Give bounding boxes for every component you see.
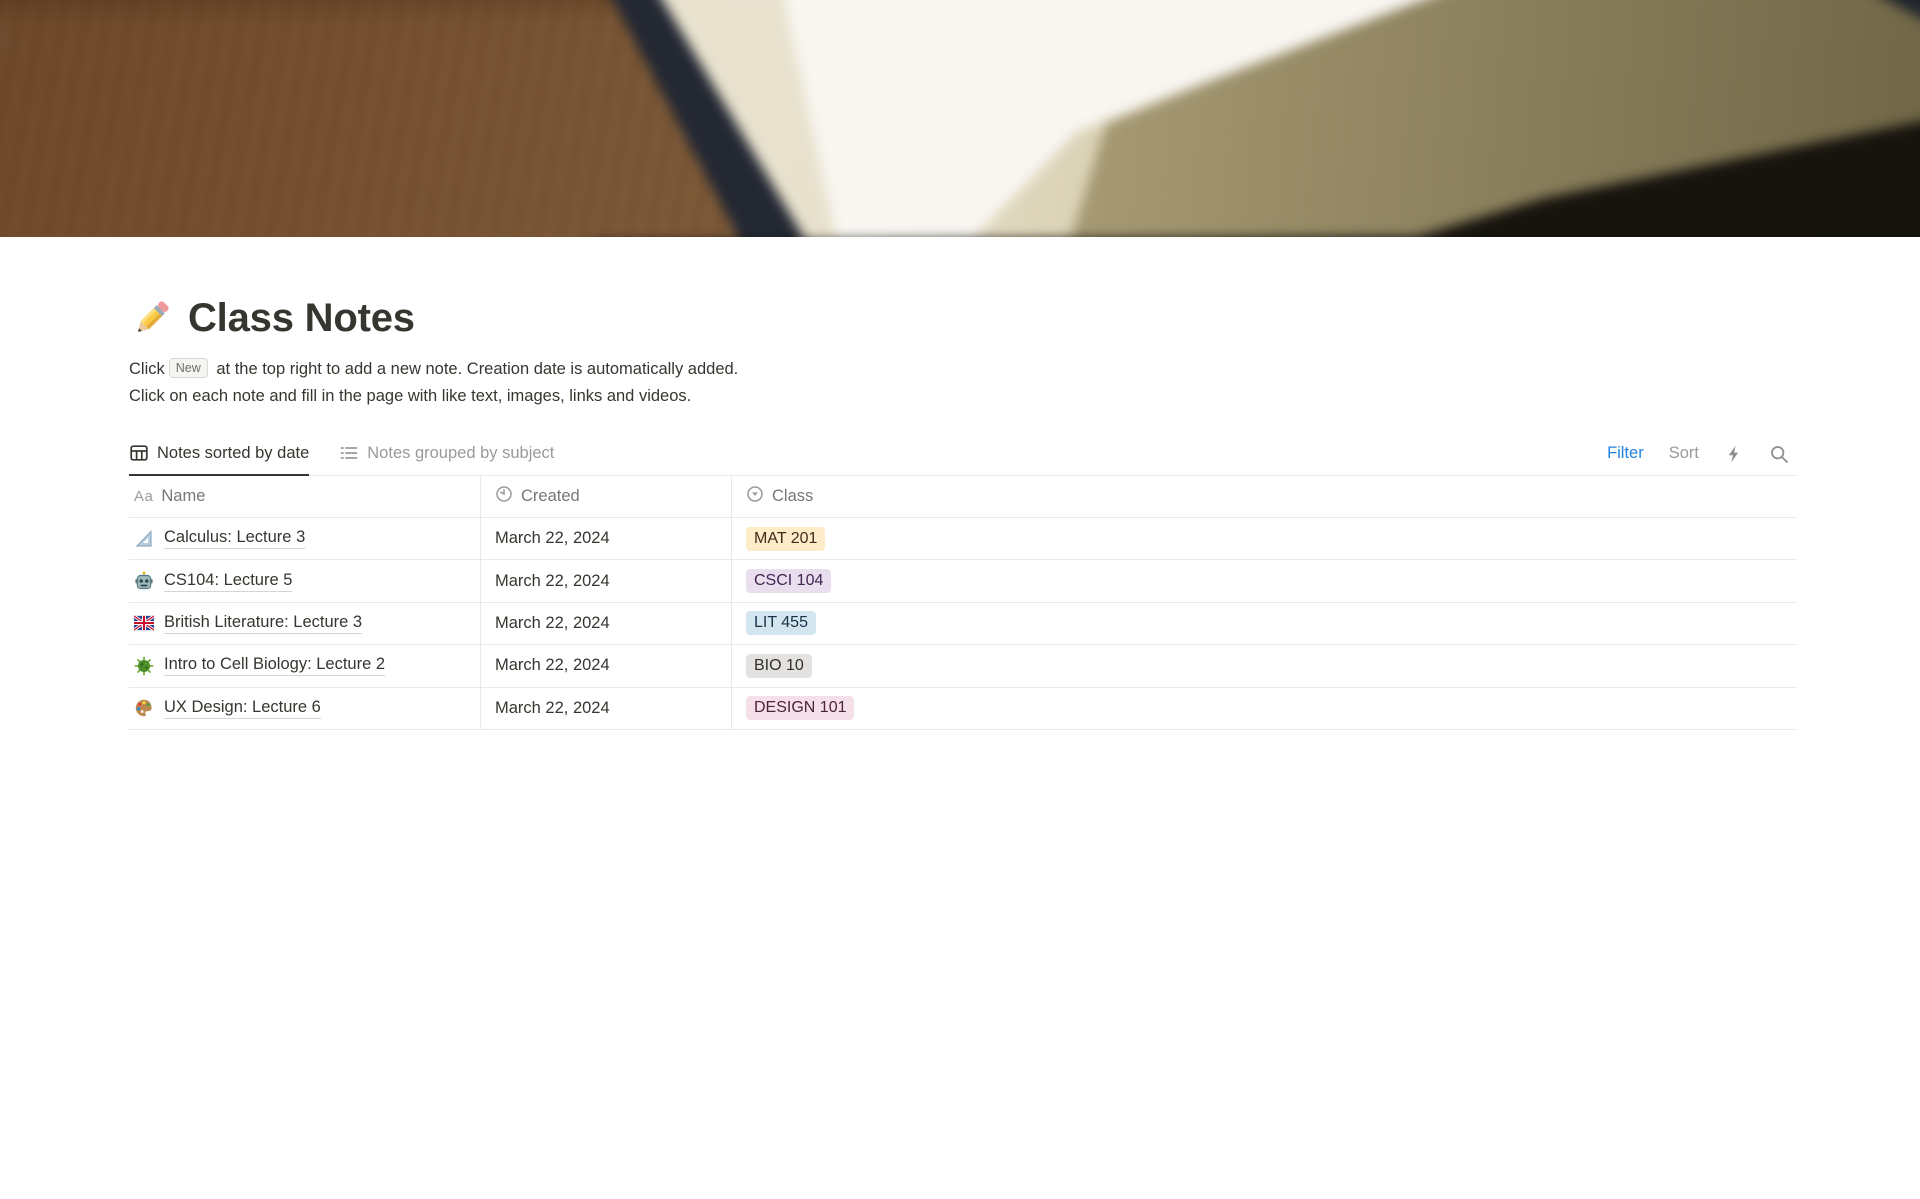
triangle-ruler-icon [134, 529, 154, 549]
note-title-link[interactable]: Intro to Cell Biology: Lecture 2 [164, 655, 386, 677]
note-created-date: March 22, 2024 [495, 656, 610, 675]
page-header: Class Notes [129, 295, 1797, 341]
uk-flag-icon [134, 613, 154, 633]
note-name-cell[interactable]: Intro to Cell Biology: Lecture 2 [129, 645, 481, 687]
tab-label: Notes grouped by subject [367, 443, 555, 462]
column-header-created[interactable]: Created [481, 476, 732, 517]
filter-button[interactable]: Filter [1607, 444, 1644, 462]
note-name-cell[interactable]: CS104: Lecture 5 [129, 560, 481, 602]
cover-image [0, 0, 1920, 237]
search-icon[interactable] [1769, 444, 1789, 464]
table-row[interactable]: CS104: Lecture 5 March 22, 2024 CSCI 104 [129, 560, 1797, 603]
class-tag-badge: MAT 201 [746, 526, 826, 551]
note-class-cell[interactable]: BIO 10 [732, 645, 1797, 686]
clock-icon [495, 485, 513, 508]
note-created-cell[interactable]: March 22, 2024 [481, 518, 732, 560]
class-tag-badge: BIO 10 [746, 653, 812, 678]
column-header-name[interactable]: Aa Name [129, 476, 481, 517]
tab-notes-sorted-by-date[interactable]: Notes sorted by date [129, 432, 310, 476]
page-title[interactable]: Class Notes [188, 295, 415, 340]
table-row[interactable]: British Literature: Lecture 3 March 22, … [129, 602, 1797, 646]
palette-icon [134, 698, 154, 718]
description-text: Click [129, 360, 165, 378]
column-label: Name [161, 487, 206, 505]
note-created-date: March 22, 2024 [495, 613, 610, 632]
note-created-cell[interactable]: March 22, 2024 [481, 602, 732, 645]
tab-label: Notes sorted by date [157, 443, 310, 462]
note-title-link[interactable]: CS104: Lecture 5 [164, 571, 293, 592]
description-line-1: Click New at the top right to add a new n… [129, 356, 1797, 383]
pencil-icon[interactable] [129, 295, 175, 341]
description-text: at the top right to add a new note. Crea… [211, 360, 739, 378]
note-class-cell[interactable]: LIT 455 [732, 603, 1797, 644]
column-header-class[interactable]: Class [732, 476, 1797, 517]
column-label: Created [521, 487, 580, 505]
note-class-cell[interactable]: DESIGN 101 [732, 688, 1797, 729]
page-description: Click New at the top right to add a new n… [129, 356, 1797, 410]
table-row[interactable]: UX Design: Lecture 6 March 22, 2024 DESI… [129, 687, 1797, 730]
table-row[interactable]: Intro to Cell Biology: Lecture 2 March 2… [129, 645, 1797, 688]
column-label: Class [772, 487, 814, 505]
note-title-link[interactable]: UX Design: Lecture 6 [164, 698, 321, 719]
table-row[interactable]: Calculus: Lecture 3 March 22, 2024 MAT 2… [129, 518, 1797, 561]
notes-table: Aa Name Created Class Calculus: Lecture … [129, 476, 1797, 730]
table-header-row: Aa Name Created Class [129, 476, 1797, 518]
note-created-cell[interactable]: March 22, 2024 [481, 645, 732, 687]
new-chip: New [168, 358, 208, 378]
table-view-icon [129, 443, 149, 463]
text-property-icon: Aa [134, 488, 154, 505]
class-tag-badge: CSCI 104 [746, 569, 832, 594]
note-class-cell[interactable]: MAT 201 [732, 518, 1797, 559]
note-name-cell[interactable]: British Literature: Lecture 3 [129, 602, 481, 645]
note-created-date: March 22, 2024 [495, 529, 610, 548]
note-created-date: March 22, 2024 [495, 571, 610, 590]
select-property-icon [746, 485, 764, 508]
robot-icon [134, 571, 154, 591]
lightning-icon[interactable] [1724, 444, 1744, 464]
microbe-icon [134, 656, 154, 676]
cover-photo-notebook [0, 0, 1920, 237]
view-controls: Filter Sort [1607, 432, 1797, 475]
note-created-cell[interactable]: March 22, 2024 [481, 560, 732, 602]
sort-button[interactable]: Sort [1668, 444, 1699, 462]
table-body: Calculus: Lecture 3 March 22, 2024 MAT 2… [129, 518, 1797, 730]
class-tag-badge: DESIGN 101 [746, 696, 855, 721]
note-class-cell[interactable]: CSCI 104 [732, 560, 1797, 601]
tab-notes-grouped-by-subject[interactable]: Notes grouped by subject [339, 432, 554, 476]
list-view-icon [339, 443, 359, 463]
note-name-cell[interactable]: Calculus: Lecture 3 [129, 518, 481, 560]
note-name-cell[interactable]: UX Design: Lecture 6 [129, 687, 481, 729]
class-tag-badge: LIT 455 [746, 611, 816, 636]
view-tabs: Notes sorted by date Notes grouped by su… [129, 432, 554, 476]
description-line-2: Click on each note and fill in the page … [129, 387, 692, 405]
note-title-link[interactable]: British Literature: Lecture 3 [164, 613, 363, 634]
view-toolbar: Notes sorted by date Notes grouped by su… [129, 432, 1797, 476]
note-created-cell[interactable]: March 22, 2024 [481, 687, 732, 729]
note-title-link[interactable]: Calculus: Lecture 3 [164, 528, 306, 550]
note-created-date: March 22, 2024 [495, 698, 610, 717]
